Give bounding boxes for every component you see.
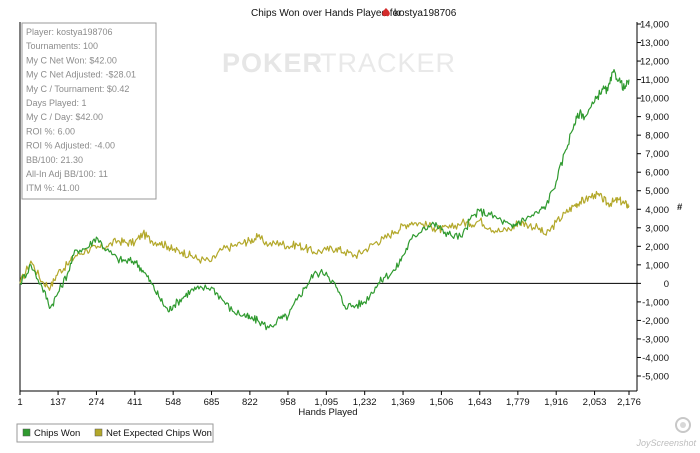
- x-tick-label: 1,369: [391, 397, 415, 408]
- x-tick-label: 1,232: [353, 397, 377, 408]
- y-tick-label: 13,000: [640, 38, 669, 49]
- y-tick-label: 10,000: [640, 94, 669, 105]
- joyscreenshot-logo: JoyScreenshot: [635, 417, 696, 448]
- x-tick-label: 1,506: [430, 397, 454, 408]
- chart-player-name: kostya198706: [394, 8, 457, 19]
- spade-logo-icon: [382, 8, 390, 17]
- chart-title-group: Chips Won over Hands Played for kostya19…: [251, 8, 457, 19]
- x-tick-label: 822: [242, 397, 258, 408]
- x-axis-ticks: 1 137 274 411 548 685 822 958 1,095 1,232 1,369 1,5…: [17, 391, 641, 408]
- series-layer: [19, 68, 630, 331]
- pokertracker-watermark: POKER TRACKER: [222, 48, 456, 78]
- y-tick-label: -5,000: [642, 372, 669, 383]
- y-tick-label: 14,000: [640, 20, 669, 31]
- y-tick-label: 0: [664, 279, 669, 290]
- stats-line: My C Net Adjusted: -$28.01: [26, 70, 136, 80]
- x-tick-label: 1,095: [314, 397, 338, 408]
- legend-swatch-chips-won: [22, 428, 31, 437]
- legend-label-chips-won: Chips Won: [34, 428, 80, 439]
- y-axis-label: #: [677, 202, 683, 213]
- stats-line: ITM %: 41.00: [26, 183, 80, 193]
- joyscreenshot-icon: [675, 417, 691, 433]
- x-tick-label: 958: [280, 397, 296, 408]
- y-tick-label: -4,000: [642, 353, 669, 364]
- stats-lines: Player: kostya198706 Tournaments: 100 My C…: [26, 27, 136, 193]
- y-tick-label: 8,000: [645, 131, 669, 142]
- y-tick-label: 3,000: [645, 223, 669, 234]
- y-tick-label: 12,000: [640, 57, 669, 68]
- y-tick-label: 7,000: [645, 149, 669, 160]
- x-tick-label: 1,643: [468, 397, 492, 408]
- y-tick-label: 6,000: [645, 168, 669, 179]
- series-line-chips-won: [19, 68, 630, 331]
- y-tick-label: 1,000: [645, 260, 669, 271]
- legend-frame: [16, 423, 214, 443]
- x-tick-label: 1,916: [544, 397, 568, 408]
- joyscreenshot-icon-center: [680, 422, 686, 428]
- stats-line: ROI %: 6.00: [26, 126, 75, 136]
- x-tick-label: 137: [50, 397, 66, 408]
- x-tick-label: 2,053: [583, 397, 607, 408]
- x-tick-label: 2,176: [617, 397, 641, 408]
- x-tick-label: 411: [127, 397, 142, 408]
- y-tick-label: -3,000: [642, 334, 669, 345]
- x-axis-label: Hands Played: [298, 407, 357, 418]
- stats-box-frame: [21, 22, 157, 200]
- x-tick-label: 548: [165, 397, 181, 408]
- chart-title: Chips Won over Hands Played for: [251, 8, 402, 19]
- x-tick-label: 274: [89, 397, 105, 408]
- stats-box: Player: kostya198706 Tournaments: 100 My C…: [21, 22, 157, 200]
- watermark-poker: POKER: [222, 48, 323, 78]
- y-tick-label: -1,000: [642, 297, 669, 308]
- y-tick-label: 4,000: [645, 205, 669, 216]
- stats-line: Player: kostya198706: [26, 27, 113, 37]
- x-tick-label: 685: [204, 397, 220, 408]
- legend-swatch-net-expected: [94, 428, 103, 437]
- stats-line: Tournaments: 100: [26, 41, 98, 51]
- y-tick-label: -2,000: [642, 316, 669, 327]
- series-line-net-expected-chips-won: [19, 190, 630, 291]
- y-tick-label: 9,000: [645, 112, 669, 123]
- watermark-tracker: TRACKER: [320, 48, 456, 78]
- stats-line: My C / Day: $42.00: [26, 112, 103, 122]
- stats-line: My C / Tournament: $0.42: [26, 84, 129, 94]
- y-tick-label: 2,000: [645, 242, 669, 253]
- legend-label-net-expected: Net Expected Chips Won: [106, 428, 212, 439]
- stats-line: All-In Adj BB/100: 11: [26, 169, 108, 179]
- stats-line: Days Played: 1: [26, 98, 87, 108]
- legend: Chips Won Net Expected Chips Won: [16, 423, 214, 443]
- x-tick-label: 1: [17, 397, 22, 408]
- y-axis-ticks: 14,000 13,000 12,000 11,000 10,000 9,000 8,000…: [637, 20, 669, 383]
- stats-line: My C Net Won: $42.00: [26, 55, 117, 65]
- corner-logo-text: JoyScreenshot: [635, 438, 696, 448]
- y-tick-label: 5,000: [645, 186, 669, 197]
- stats-line: BB/100: 21.30: [26, 155, 83, 165]
- stats-line: ROI % Adjusted: -4.00: [26, 141, 115, 151]
- x-tick-label: 1,779: [506, 397, 530, 408]
- y-tick-label: 11,000: [641, 75, 669, 86]
